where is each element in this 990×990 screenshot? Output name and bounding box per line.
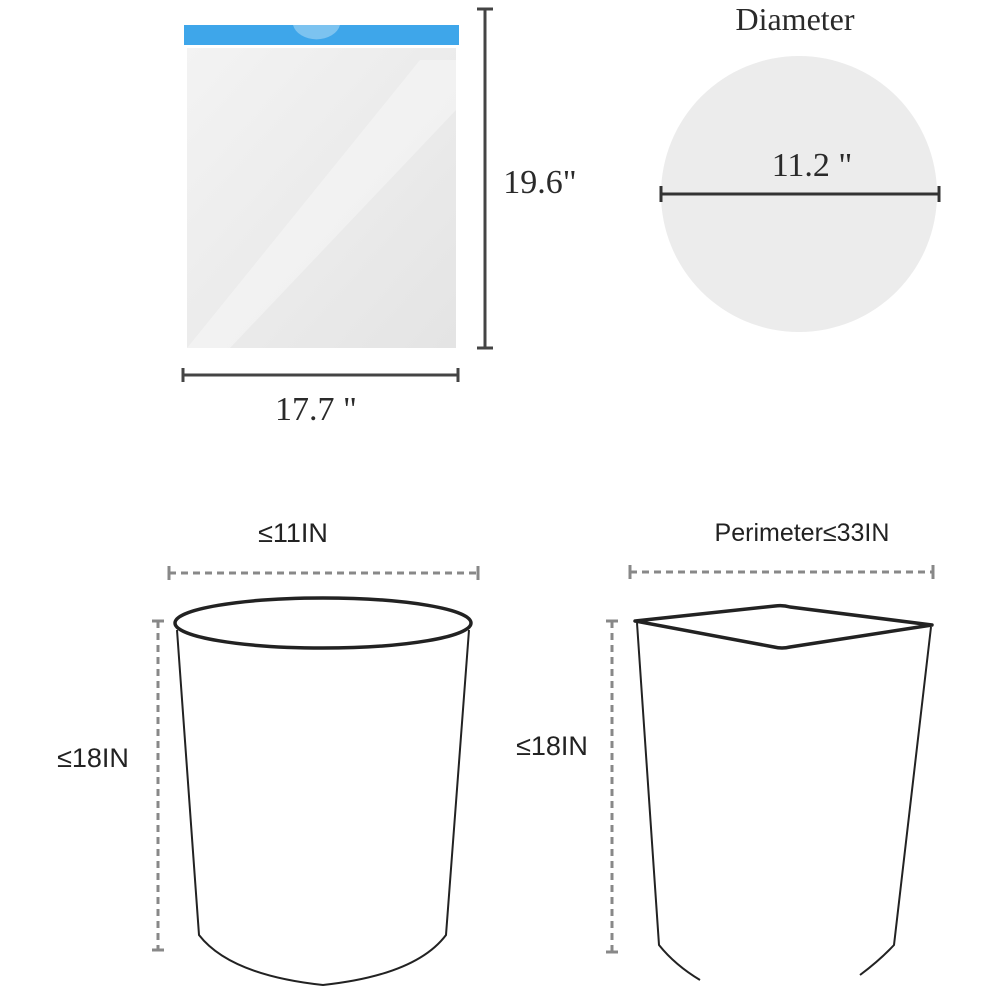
bag-sheen bbox=[187, 60, 456, 348]
diameter-title: Diameter bbox=[735, 1, 854, 37]
square-bin-height-label: ≤18IN bbox=[516, 731, 588, 761]
square-bin bbox=[633, 603, 934, 981]
bag-width-dimension-line bbox=[181, 368, 460, 382]
bag-height-dimension-line bbox=[477, 7, 493, 350]
round-bin-width-label: ≤11IN bbox=[258, 518, 328, 548]
diameter-dimension-line bbox=[659, 186, 941, 202]
bag-body bbox=[187, 48, 456, 348]
round-bin bbox=[173, 596, 473, 987]
round-bin-height-label: ≤18IN bbox=[57, 743, 129, 773]
diameter-value-label: 11.2 " bbox=[772, 147, 853, 184]
bag-width-label: 17.7 " bbox=[275, 391, 357, 428]
round-bin-height-dimension-line bbox=[152, 619, 164, 952]
flat-bag bbox=[184, 25, 459, 348]
square-bin-width-dimension-line bbox=[628, 565, 935, 579]
square-bin-height-dimension-line bbox=[606, 619, 618, 954]
bag-height-label: 19.6" bbox=[503, 164, 576, 201]
square-bin-perimeter-label: Perimeter≤33IN bbox=[715, 519, 890, 547]
bag-handle-cutout bbox=[293, 25, 340, 40]
round-bin-width-dimension-line bbox=[167, 566, 480, 580]
